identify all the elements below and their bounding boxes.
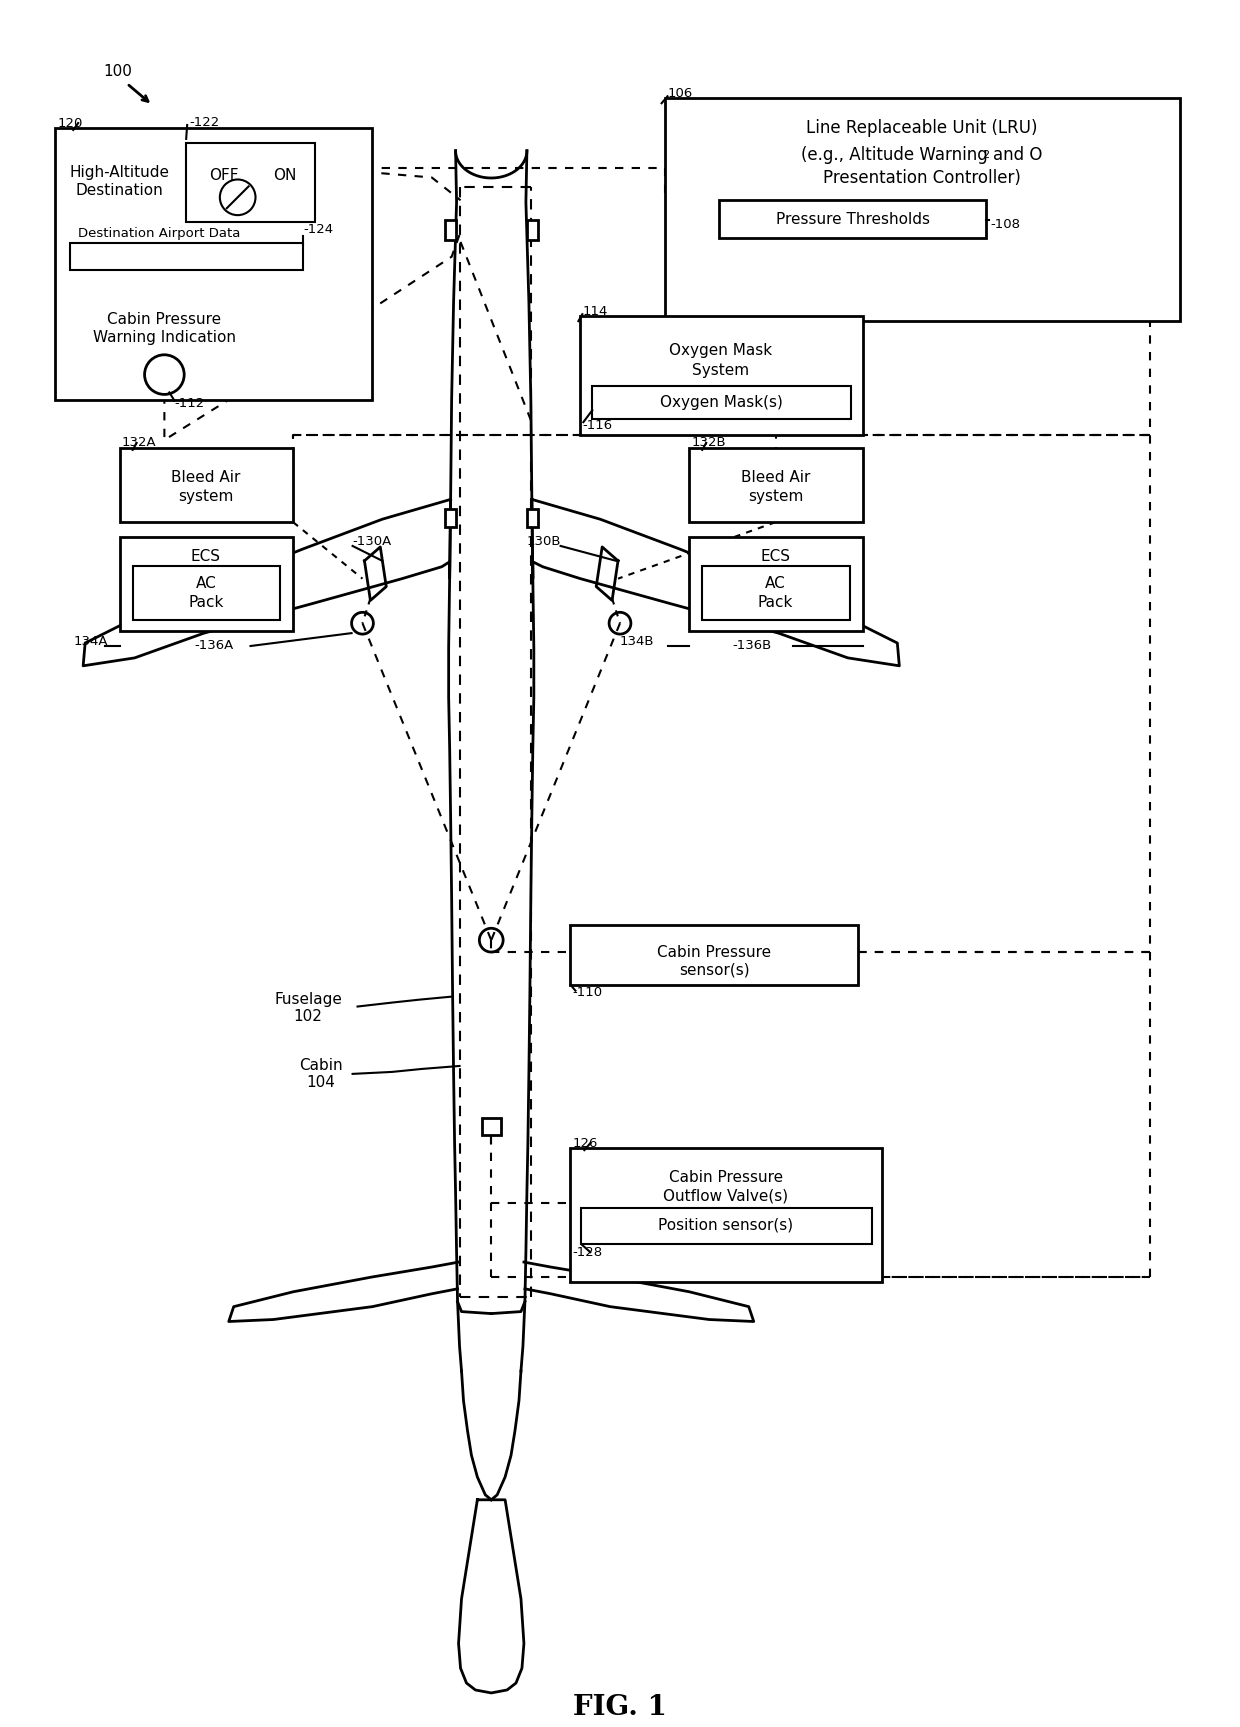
Text: Outflow Valve(s): Outflow Valve(s): [663, 1188, 789, 1204]
Text: Presentation Controller): Presentation Controller): [823, 169, 1021, 187]
Bar: [527, 509, 538, 527]
Text: 104: 104: [306, 1076, 335, 1090]
Text: Oxygen Mask(s): Oxygen Mask(s): [660, 395, 782, 409]
Bar: [702, 566, 849, 620]
Text: AC: AC: [196, 577, 216, 591]
Text: Bleed Air: Bleed Air: [171, 470, 241, 485]
Text: Destination: Destination: [76, 183, 164, 199]
Bar: [580, 316, 863, 435]
Text: High-Altitude: High-Altitude: [69, 166, 170, 180]
Bar: [186, 143, 315, 223]
Text: -110: -110: [573, 986, 603, 1000]
Text: 132B: 132B: [692, 437, 725, 449]
Polygon shape: [459, 1499, 525, 1692]
Text: 106: 106: [667, 86, 693, 100]
Text: Destination Airport Data: Destination Airport Data: [78, 228, 241, 240]
Text: system: system: [179, 489, 233, 504]
Text: Pack: Pack: [758, 594, 794, 610]
Text: 132A: 132A: [122, 437, 156, 449]
Text: ECS: ECS: [760, 549, 791, 565]
Text: Oxygen Mask: Oxygen Mask: [670, 344, 773, 357]
Text: 134A: 134A: [73, 634, 108, 648]
Bar: [445, 219, 455, 240]
Text: AC: AC: [765, 577, 786, 591]
Text: Pressure Thresholds: Pressure Thresholds: [776, 212, 930, 226]
Text: 130B: 130B: [526, 535, 560, 549]
Bar: [445, 509, 455, 527]
Text: system: system: [748, 489, 804, 504]
Polygon shape: [532, 499, 899, 667]
Text: -130A: -130A: [352, 535, 392, 549]
Text: -124: -124: [303, 223, 334, 237]
Text: 2: 2: [982, 150, 990, 159]
Text: -112: -112: [175, 397, 205, 409]
Text: Cabin Pressure: Cabin Pressure: [668, 1171, 782, 1185]
Text: -108: -108: [991, 218, 1021, 230]
Bar: [665, 98, 1179, 321]
Text: -128: -128: [573, 1245, 603, 1259]
Text: Bleed Air: Bleed Air: [740, 470, 810, 485]
Text: Pack: Pack: [188, 594, 223, 610]
Bar: [527, 219, 538, 240]
Text: ON: ON: [273, 168, 296, 183]
Text: Position sensor(s): Position sensor(s): [658, 1218, 794, 1233]
Text: 102: 102: [294, 1009, 322, 1024]
Text: 126: 126: [573, 1136, 598, 1150]
Bar: [570, 926, 858, 984]
Text: System: System: [692, 363, 750, 378]
Text: Cabin Pressure: Cabin Pressure: [657, 945, 771, 960]
Text: OFF: OFF: [210, 168, 238, 183]
Text: Cabin Pressure: Cabin Pressure: [108, 311, 222, 326]
Text: (e.g., Altitude Warning and O: (e.g., Altitude Warning and O: [801, 145, 1043, 164]
Text: 100: 100: [103, 64, 131, 79]
Bar: [570, 1148, 883, 1281]
Bar: [120, 447, 293, 522]
Text: 134B: 134B: [620, 634, 655, 648]
Bar: [689, 447, 863, 522]
Text: -116: -116: [583, 418, 613, 432]
Text: Warning Indication: Warning Indication: [93, 330, 236, 345]
Bar: [71, 244, 303, 269]
Bar: [593, 385, 851, 420]
Bar: [689, 537, 863, 630]
Text: -122: -122: [190, 116, 219, 128]
Text: 114: 114: [583, 304, 608, 318]
Bar: [133, 566, 280, 620]
Text: Line Replaceable Unit (LRU): Line Replaceable Unit (LRU): [806, 119, 1038, 136]
Polygon shape: [83, 499, 450, 667]
Text: Fuselage: Fuselage: [274, 991, 342, 1007]
Text: 120: 120: [57, 116, 83, 130]
Bar: [482, 1119, 501, 1135]
Bar: [719, 200, 987, 238]
Text: Cabin: Cabin: [299, 1059, 342, 1074]
Text: -136A: -136A: [195, 639, 233, 653]
Text: -136B: -136B: [732, 639, 771, 653]
Text: sensor(s): sensor(s): [678, 962, 749, 977]
Bar: [120, 537, 293, 630]
Text: FIG. 1: FIG. 1: [573, 1694, 667, 1722]
Bar: [582, 1207, 872, 1243]
Bar: [56, 128, 372, 401]
Text: ECS: ECS: [191, 549, 221, 565]
